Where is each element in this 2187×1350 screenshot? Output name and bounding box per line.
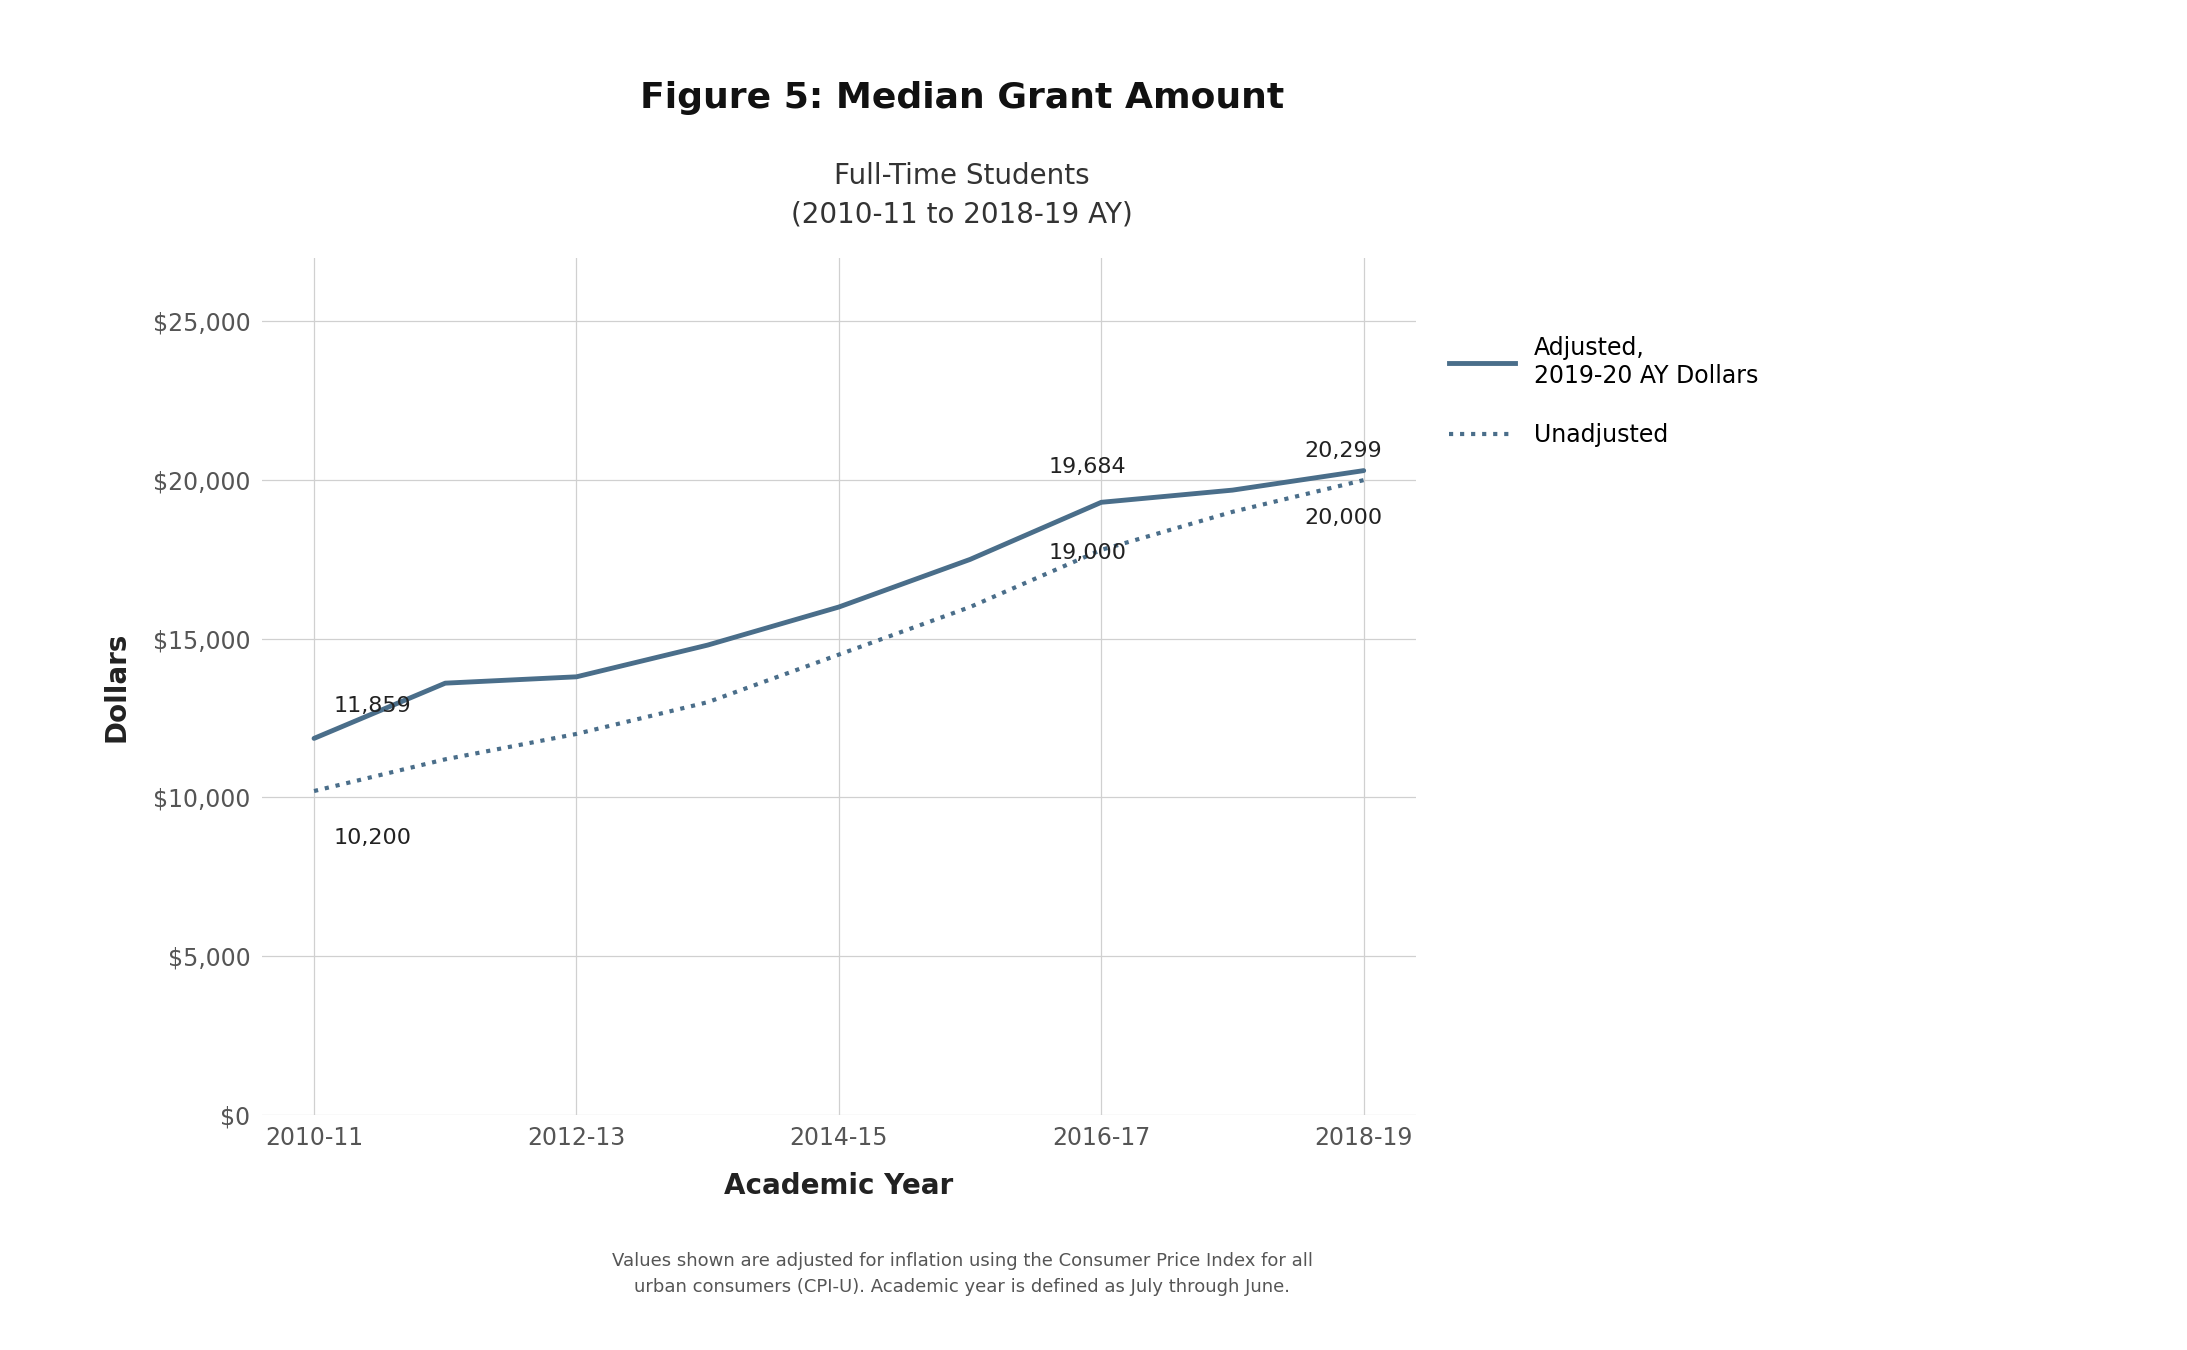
Text: 20,299: 20,299 bbox=[1306, 441, 1382, 462]
Text: Full-Time Students
(2010-11 to 2018-19 AY): Full-Time Students (2010-11 to 2018-19 A… bbox=[792, 162, 1133, 230]
Text: 10,200: 10,200 bbox=[335, 828, 411, 848]
Text: 19,000: 19,000 bbox=[1050, 543, 1126, 563]
X-axis label: Academic Year: Academic Year bbox=[724, 1172, 954, 1200]
Y-axis label: Dollars: Dollars bbox=[103, 632, 131, 741]
Text: Values shown are adjusted for inflation using the Consumer Price Index for all
u: Values shown are adjusted for inflation … bbox=[612, 1251, 1312, 1296]
Text: Figure 5: Median Grant Amount: Figure 5: Median Grant Amount bbox=[641, 81, 1284, 115]
Text: 11,859: 11,859 bbox=[335, 697, 411, 717]
Text: 20,000: 20,000 bbox=[1306, 508, 1382, 528]
Text: 19,684: 19,684 bbox=[1050, 458, 1126, 478]
Legend: Adjusted,
2019-20 AY Dollars, Unadjusted: Adjusted, 2019-20 AY Dollars, Unadjusted bbox=[1439, 327, 1767, 456]
